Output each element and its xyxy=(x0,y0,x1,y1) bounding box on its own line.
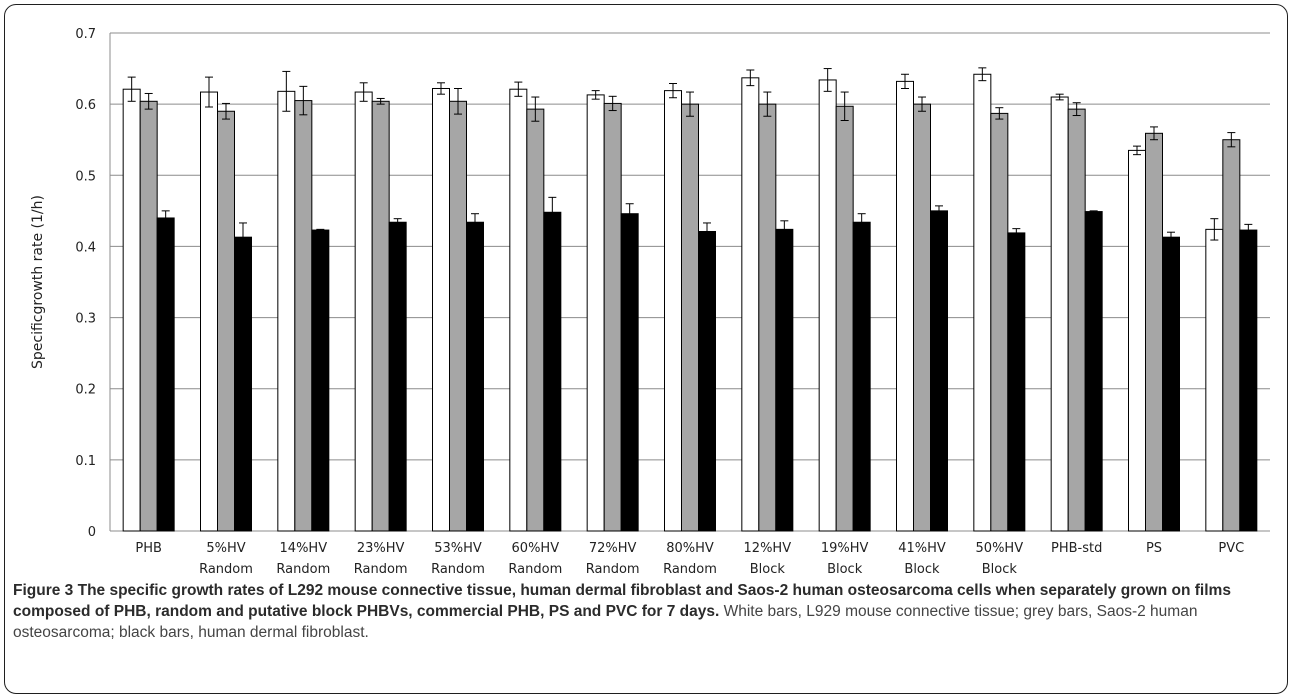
bar xyxy=(1205,228,1224,532)
bar xyxy=(466,221,484,532)
bar xyxy=(1084,211,1103,532)
caption-title: Figure 3 The specific growth rates of L2… xyxy=(13,582,1231,620)
bar xyxy=(1222,139,1241,532)
bar xyxy=(1067,108,1086,532)
bar xyxy=(852,221,871,532)
x-tick-label: 60%HV xyxy=(512,541,560,556)
bar xyxy=(1050,96,1069,532)
bar xyxy=(277,90,296,532)
x-tick-label: Block xyxy=(904,562,940,577)
bar xyxy=(354,91,373,532)
bar xyxy=(294,100,313,532)
bar xyxy=(896,80,914,532)
bar xyxy=(990,112,1009,532)
y-tick-label: 0.4 xyxy=(75,240,96,255)
bar xyxy=(449,100,467,532)
bar xyxy=(122,88,141,532)
bar xyxy=(156,217,175,532)
bar xyxy=(835,105,854,532)
bar xyxy=(234,236,252,532)
bar xyxy=(681,103,699,532)
x-tick-label: 53%HV xyxy=(434,541,482,556)
bar-chart: 0 0.1 0.2 0.3 0.4 0.5 0.6 0.7 Specificgrowth rat… xyxy=(30,27,1270,577)
bar xyxy=(973,73,992,532)
bar xyxy=(1162,236,1180,532)
y-tick-label: 0.6 xyxy=(75,98,96,113)
y-axis-label: Specificgrowth rate (1/h) xyxy=(30,195,46,369)
bar xyxy=(664,90,682,532)
x-tick-label: 72%HV xyxy=(589,541,637,556)
bar xyxy=(586,94,605,532)
x-tick-label: 5%HV xyxy=(206,541,245,556)
bar xyxy=(775,228,794,532)
y-tick-label: 0 xyxy=(88,525,96,540)
bar xyxy=(930,210,948,532)
y-tick-label: 0.5 xyxy=(75,169,96,184)
bar xyxy=(200,91,218,532)
x-tick-label: Random xyxy=(508,562,562,577)
y-tick-label: 0.1 xyxy=(75,454,96,469)
x-tick-label: 41%HV xyxy=(898,541,946,556)
bar xyxy=(620,213,639,532)
bar xyxy=(741,77,760,532)
x-tick-label: Random xyxy=(431,562,485,577)
x-tick-label: Random xyxy=(586,562,640,577)
x-tick-label: Block xyxy=(750,562,786,577)
y-tick-label: 0.7 xyxy=(75,27,96,42)
bar xyxy=(603,102,622,532)
x-tick-label: PHB-std xyxy=(1051,541,1102,556)
bar xyxy=(698,230,716,532)
bar xyxy=(1239,229,1258,532)
x-tick-label: 23%HV xyxy=(357,541,405,556)
x-tick-label: 14%HV xyxy=(280,541,328,556)
y-tick-label: 0.3 xyxy=(75,312,96,327)
x-tick-label: Random xyxy=(199,562,253,577)
bar xyxy=(913,103,931,532)
bar xyxy=(432,87,450,532)
bar xyxy=(388,221,407,532)
x-tick-label: Block xyxy=(827,562,863,577)
bar xyxy=(818,79,837,532)
bar xyxy=(526,108,545,532)
bar xyxy=(1128,149,1146,532)
x-tick-label: 12%HV xyxy=(744,541,792,556)
x-tick-label: 50%HV xyxy=(976,541,1024,556)
bar xyxy=(758,103,777,532)
bar xyxy=(1007,232,1026,532)
y-tick-label: 0.2 xyxy=(75,383,96,398)
figure-caption: Figure 3 The specific growth rates of L2… xyxy=(13,580,1275,643)
bar xyxy=(311,229,330,532)
x-tick-label: PVC xyxy=(1218,541,1244,556)
bar xyxy=(509,88,528,532)
bar xyxy=(217,110,235,532)
caption-text: White bars, L929 mouse connective tissue… xyxy=(13,603,1198,641)
x-tick-label: Random xyxy=(663,562,717,577)
bar xyxy=(371,100,390,532)
bar xyxy=(1145,132,1163,532)
x-tick-label: 19%HV xyxy=(821,541,869,556)
bar xyxy=(543,211,562,532)
bar xyxy=(139,100,158,532)
x-tick-label: Block xyxy=(982,562,1018,577)
x-tick-label: Random xyxy=(354,562,408,577)
x-tick-label: PS xyxy=(1146,541,1162,556)
x-tick-label: Random xyxy=(276,562,330,577)
x-tick-label: PHB xyxy=(135,541,162,556)
x-tick-label: 80%HV xyxy=(666,541,714,556)
